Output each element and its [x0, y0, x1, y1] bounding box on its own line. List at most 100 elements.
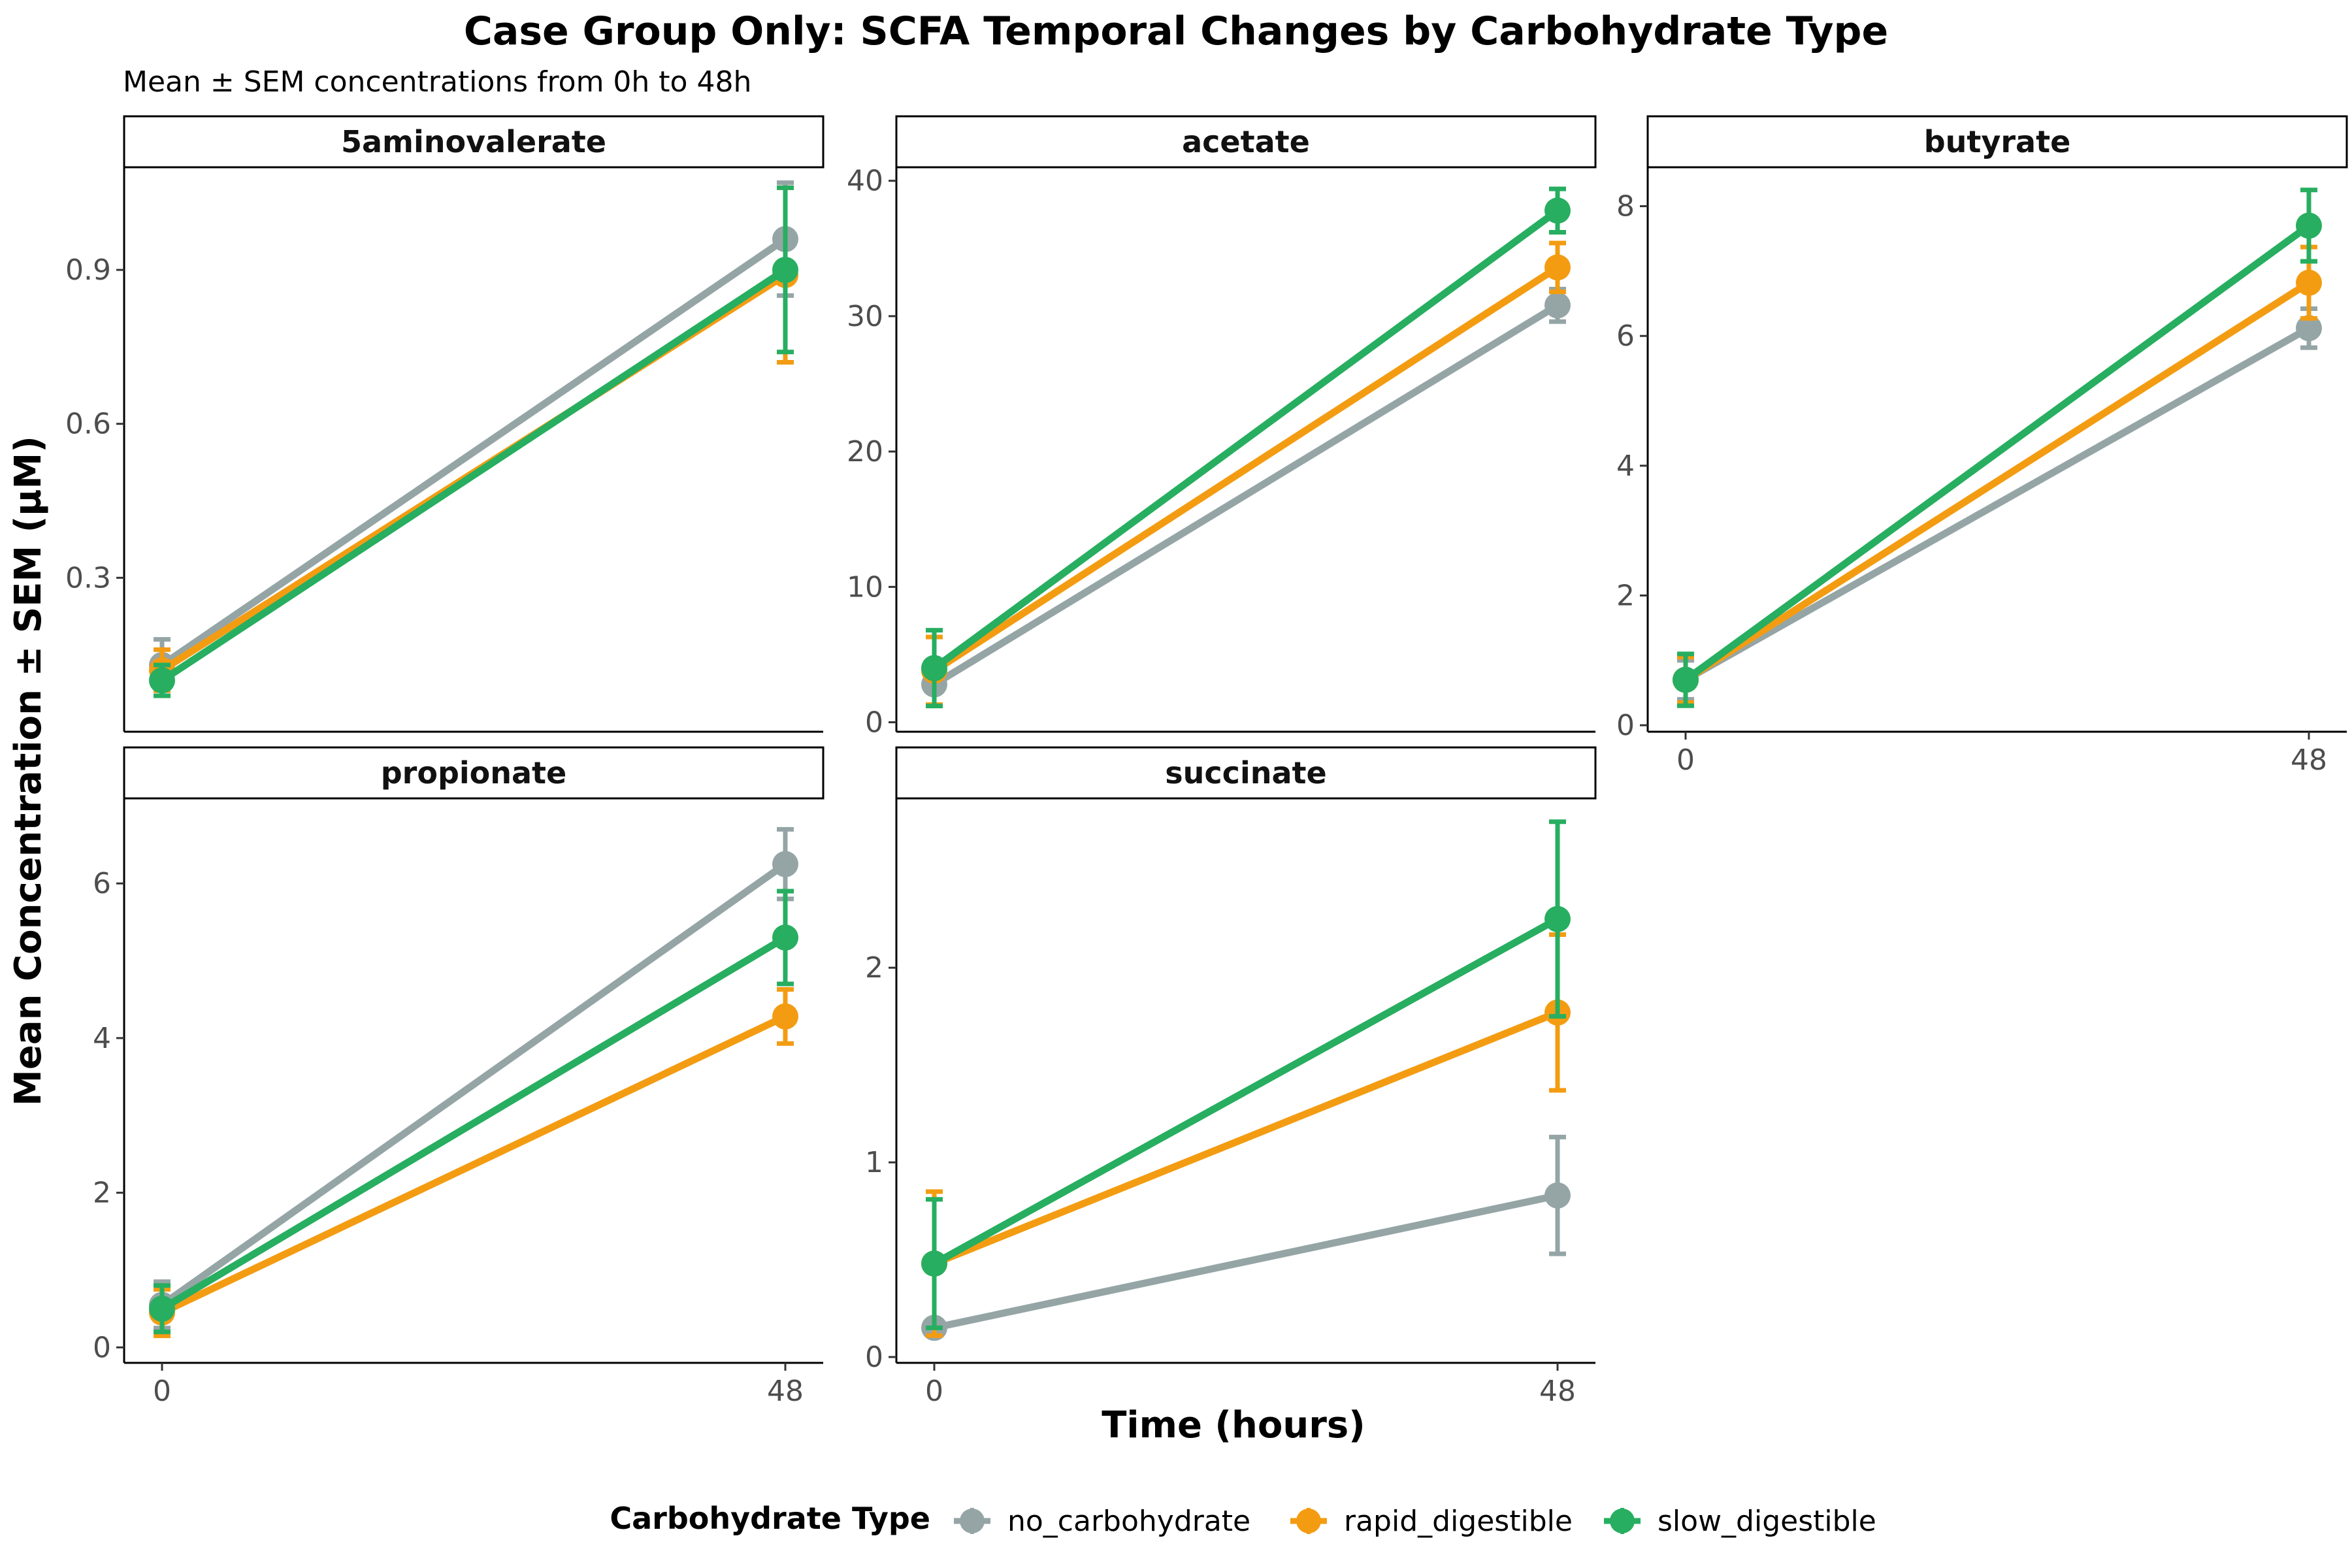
series-rapid-digestible: [149, 185, 798, 693]
series-line: [1684, 325, 2311, 683]
legend-item-slow-digestible: slow_digestible: [1604, 1505, 1876, 1538]
series-slow-digestible: [149, 185, 798, 698]
y-tick-label: 8: [1616, 190, 1635, 223]
legend-label: rapid_digestible: [1344, 1505, 1573, 1538]
chart-subtitle: Mean ± SEM concentrations from 0h to 48h: [123, 65, 751, 99]
series-line: [1683, 222, 2311, 683]
panel-5aminovalerate: 5aminovalerate 0.3 0.6 0.9: [65, 115, 825, 733]
series-line: [932, 915, 1560, 1267]
data-point: [772, 1003, 798, 1030]
y-tick-label: 1: [865, 1146, 883, 1179]
panel-propionate: propionate 0 2 4 6 0 48: [93, 746, 825, 1408]
series-slow-digestible: [1673, 188, 2322, 708]
data-point: [772, 924, 798, 951]
series-no-carbohydrate: [921, 286, 1571, 708]
x-tick-label: 48: [1539, 1375, 1576, 1408]
facet-strip: [895, 115, 1597, 169]
y-tick-label: 0: [865, 1341, 883, 1374]
series-line: [932, 264, 1560, 674]
series-line: [160, 1013, 787, 1316]
y-tick-label: 4: [1616, 449, 1635, 483]
series-slow-digestible: [921, 819, 1571, 1330]
x-tick-label: 48: [767, 1375, 804, 1408]
x-tick-label: 0: [153, 1375, 171, 1408]
legend-key-point: [960, 1509, 985, 1533]
legend-title: Carbohydrate Type: [610, 1501, 930, 1536]
legend: Carbohydrate Type no_carbohydrate rapid_d…: [610, 1501, 1876, 1538]
x-tick-label: 48: [2291, 743, 2327, 777]
y-tick-label: 40: [847, 165, 883, 198]
panel-acetate: acetate 0 10 20 30 40: [847, 115, 1597, 739]
facet-strip: [1646, 115, 2348, 169]
legend-item-no-carbohydrate: no_carbohydrate: [954, 1505, 1250, 1538]
panel-succinate: succinate 0 1 2 0 48: [865, 746, 1597, 1408]
series-no-carbohydrate: [149, 826, 798, 1331]
y-tick-label: 30: [847, 300, 883, 333]
y-tick-label: 10: [847, 570, 883, 604]
x-axis-title: Time (hours): [1102, 1404, 1365, 1446]
data-point: [1673, 666, 1699, 693]
data-point: [1544, 1182, 1571, 1209]
legend-key-point: [1610, 1509, 1635, 1533]
data-point: [149, 667, 175, 694]
facet-strip: [123, 115, 825, 169]
y-tick-label: 20: [847, 435, 883, 468]
series-line: [160, 934, 787, 1312]
facet-strip: [895, 746, 1597, 800]
legend-item-rapid-digestible: rapid_digestible: [1290, 1505, 1573, 1538]
series-line: [932, 207, 1560, 672]
facet-label: propionate: [381, 755, 567, 791]
series-line: [933, 1192, 1559, 1331]
data-point: [772, 851, 798, 877]
y-tick-label: 0.6: [65, 408, 111, 441]
facet-label: succinate: [1165, 755, 1326, 791]
series-no-carbohydrate: [1673, 306, 2322, 702]
y-tick-label: 0: [865, 706, 883, 739]
y-tick-label: 6: [93, 867, 111, 900]
series-slow-digestible: [149, 889, 798, 1335]
series-line: [932, 302, 1560, 688]
series-rapid-digestible: [921, 932, 1571, 1338]
y-tick-label: 2: [1616, 579, 1635, 612]
facet-label: acetate: [1182, 124, 1310, 159]
data-point: [1544, 292, 1571, 319]
data-point: [772, 257, 798, 284]
y-tick-label: 6: [1616, 319, 1635, 353]
series-line: [1684, 280, 2311, 683]
data-point: [2296, 315, 2322, 342]
y-tick-label: 2: [93, 1177, 111, 1210]
data-point: [1544, 906, 1571, 932]
x-tick-label: 0: [925, 1375, 943, 1408]
series-line: [159, 861, 788, 1308]
series-line: [159, 267, 788, 684]
series-no-carbohydrate: [921, 1134, 1571, 1341]
legend-label: slow_digestible: [1658, 1505, 1876, 1538]
y-tick-label: 0: [1616, 709, 1635, 742]
y-tick-label: 0.9: [65, 253, 111, 287]
x-tick-label: 0: [1676, 743, 1695, 777]
data-point: [2296, 269, 2322, 296]
data-point: [921, 1250, 947, 1277]
series-rapid-digestible: [149, 987, 798, 1339]
data-point: [921, 655, 947, 681]
legend-key-point: [1296, 1509, 1321, 1533]
facet-strip: [123, 746, 825, 800]
series-line: [159, 236, 788, 668]
y-tick-label: 2: [865, 951, 883, 985]
data-point: [149, 1296, 175, 1322]
data-point: [1544, 254, 1571, 281]
facet-label: butyrate: [1924, 124, 2071, 159]
y-tick-label: 4: [93, 1022, 111, 1055]
series-slow-digestible: [921, 186, 1571, 709]
series-line: [932, 1009, 1560, 1267]
y-axis-title: Mean Concentration ± SEM (µM): [7, 436, 50, 1106]
chart-title: Case Group Only: SCFA Temporal Changes b…: [464, 8, 1888, 54]
legend-label: no_carbohydrate: [1007, 1505, 1250, 1538]
y-tick-label: 0: [93, 1331, 111, 1364]
data-point: [1544, 197, 1571, 224]
facet-label: 5aminovalerate: [341, 124, 606, 159]
data-point: [2296, 212, 2322, 239]
panel-butyrate: butyrate 0 2 4 6 8 0 48: [1616, 115, 2348, 777]
y-tick-label: 0.3: [65, 561, 111, 595]
